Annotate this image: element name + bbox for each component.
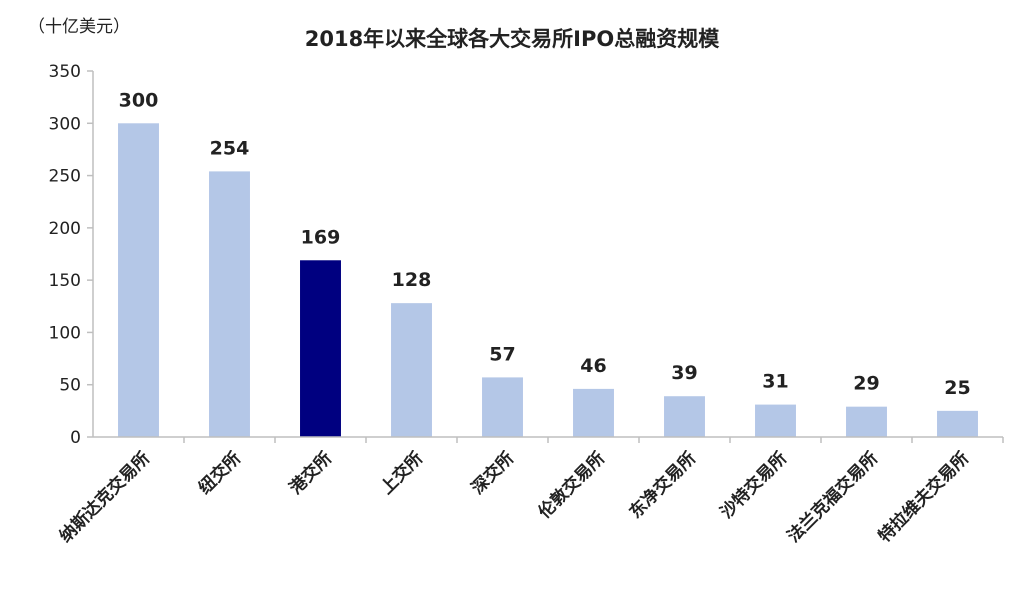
x-category-label: 纳斯达克交易所 [55,448,154,547]
data-label: 29 [853,373,879,395]
bar [846,406,887,437]
y-axis: 0 50 100 150 200 250 300 350 [49,62,94,448]
data-labels: 300 254 169 128 57 46 39 31 29 25 [119,89,971,399]
x-category-label: 法兰克福交易所 [783,448,882,547]
data-label: 46 [580,355,606,377]
y-tick-label: 50 [59,376,81,396]
y-tick-label: 350 [49,62,81,82]
y-tick-label: 150 [49,271,81,291]
x-category-label: 纽交所 [194,448,245,499]
y-tick-label: 250 [49,167,81,187]
x-category-label: 东净交易所 [625,448,700,523]
data-label: 254 [210,137,250,159]
data-label: 169 [301,226,341,248]
bar [482,377,523,437]
bar [118,123,159,438]
y-tick-label: 200 [49,219,81,239]
x-category-label: 港交所 [285,448,336,499]
x-category-label: 上交所 [376,448,427,499]
y-tick-label: 300 [49,114,81,134]
y-tick-label: 0 [70,428,81,448]
x-axis: 纳斯达克交易所 纽交所 港交所 上交所 深交所 伦敦交易所 东净交易所 沙特交易所法兰克福交易… [55,436,1004,547]
y-axis-unit-label: （十亿美元） [28,17,130,37]
bars [118,123,978,438]
data-label: 31 [762,371,788,393]
bar [391,303,432,437]
x-category-label: 沙特交易所 [716,448,791,523]
chart-title: 2018年以来全球各大交易所IPO总融资规模 [305,27,721,51]
bar [573,388,614,437]
data-label: 300 [119,89,159,111]
x-category-label: 伦敦交易所 [534,448,609,523]
x-category-label: 特拉维夫交易所 [874,448,973,547]
bar [209,171,250,438]
y-tick-label: 100 [49,323,81,343]
data-label: 128 [392,269,432,291]
x-category-label: 深交所 [467,448,518,499]
data-label: 39 [671,362,697,384]
bar [664,396,705,437]
data-label: 57 [489,343,515,365]
data-label: 25 [944,377,970,399]
bar [300,260,341,437]
bar [937,410,978,437]
bar [755,404,796,437]
